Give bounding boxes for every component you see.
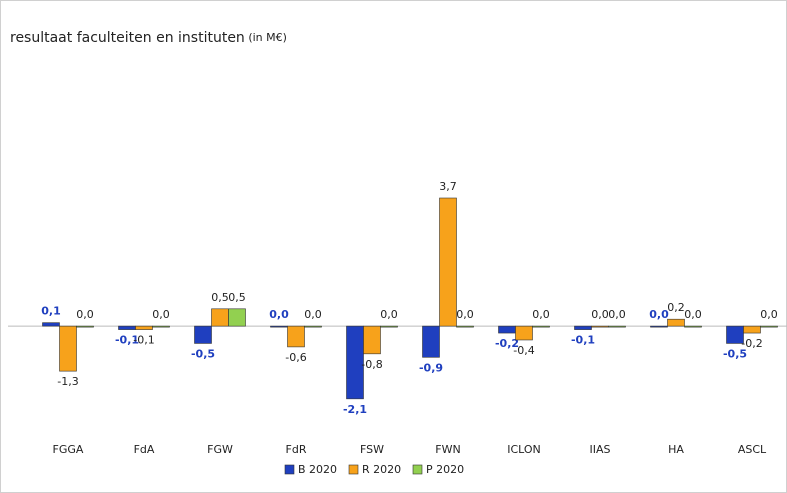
data-label: -0,2 — [495, 337, 519, 350]
bar — [608, 325, 626, 328]
bar — [498, 325, 516, 334]
bar — [270, 325, 288, 328]
bar — [456, 325, 474, 328]
chart-title: resultaat faculteiten en instituten (in … — [10, 30, 287, 46]
bar — [42, 322, 60, 327]
data-label: -0,6 — [285, 351, 306, 364]
data-label: 0,0 — [76, 308, 94, 321]
bar — [591, 325, 609, 328]
bar — [135, 325, 153, 330]
data-label: 0,2 — [667, 301, 685, 314]
bar — [118, 325, 136, 330]
subtitle-text: (in M€) — [248, 31, 287, 44]
data-label: 0,0 — [532, 308, 550, 321]
data-label: 0,0 — [591, 308, 609, 321]
data-label: 0,0 — [684, 308, 702, 321]
data-label: -0,5 — [191, 347, 215, 360]
bar — [726, 325, 744, 344]
data-label: -0,1 — [133, 334, 154, 347]
bar — [211, 308, 229, 327]
bar — [380, 325, 398, 328]
bar — [152, 325, 170, 328]
bar — [363, 325, 381, 355]
bar — [287, 325, 305, 348]
bar — [574, 325, 592, 330]
bar — [304, 325, 322, 328]
data-label: -0,8 — [361, 358, 382, 371]
data-label: 0,0 — [649, 308, 669, 321]
x-tick-label: ICLON — [507, 443, 541, 456]
data-label: 0,0 — [456, 308, 474, 321]
bar — [743, 325, 761, 334]
data-label: 0,0 — [152, 308, 170, 321]
data-label: 0,0 — [304, 308, 322, 321]
bar — [59, 325, 77, 372]
title-text: resultaat faculteiten en instituten — [10, 30, 245, 46]
data-label: 0,0 — [608, 308, 626, 321]
data-label: -0,9 — [419, 361, 443, 374]
data-label: 0,0 — [760, 308, 778, 321]
bar — [532, 325, 550, 328]
x-tick-label: FWN — [435, 443, 460, 456]
data-label: 0,5 — [228, 291, 246, 304]
bar — [684, 325, 702, 328]
bar — [422, 325, 440, 358]
data-label: -0,4 — [513, 344, 534, 357]
x-tick-label: FSW — [360, 443, 384, 456]
legend-swatch — [412, 464, 423, 475]
bar — [346, 325, 364, 400]
data-label: 3,7 — [439, 180, 457, 193]
legend-swatch — [348, 464, 359, 475]
x-tick-label: HA — [668, 443, 684, 456]
data-label: 0,1 — [41, 305, 61, 318]
x-tick-label: IIAS — [590, 443, 611, 456]
data-label: -0,1 — [115, 334, 139, 347]
legend-label: R 2020 — [362, 463, 401, 476]
x-tick-label: FdR — [286, 443, 307, 456]
data-label: -2,1 — [343, 403, 367, 416]
x-tick-label: FGGA — [53, 443, 84, 456]
bar — [228, 308, 246, 327]
legend-label: B 2020 — [298, 463, 337, 476]
bar — [515, 325, 533, 341]
bar — [439, 197, 457, 327]
bar — [194, 325, 212, 344]
data-label: -0,1 — [571, 334, 595, 347]
data-label: -0,5 — [723, 347, 747, 360]
bar — [650, 325, 668, 328]
x-tick-label: FGW — [207, 443, 233, 456]
data-label: 0,0 — [380, 308, 398, 321]
data-label: -1,3 — [57, 375, 78, 388]
data-label: 0,0 — [269, 308, 289, 321]
bar — [760, 325, 778, 328]
legend-swatch — [284, 464, 295, 475]
x-tick-label: FdA — [134, 443, 155, 456]
bar — [667, 318, 685, 327]
x-tick-label: ASCL — [738, 443, 767, 456]
data-label: 0,5 — [211, 291, 229, 304]
legend-label: P 2020 — [426, 463, 464, 476]
bar — [76, 325, 94, 328]
data-label: -0,2 — [741, 337, 762, 350]
